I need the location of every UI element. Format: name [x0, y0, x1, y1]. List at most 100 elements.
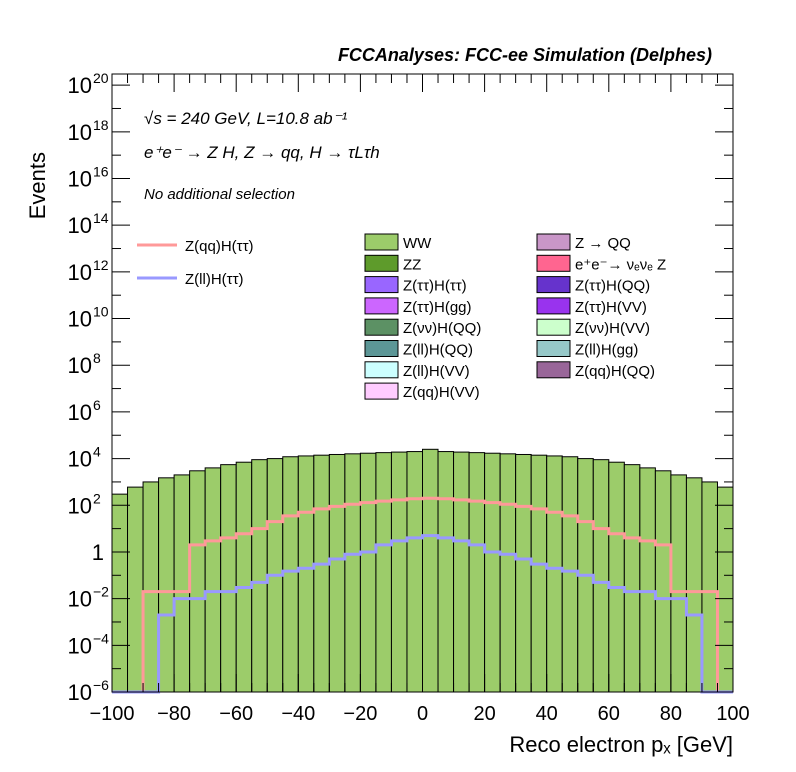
legend-label: Z(qq)H(ττ) — [185, 238, 254, 255]
y-tick-exponent: 20 — [93, 70, 109, 86]
signal-line — [112, 496, 733, 694]
y-tick-exponent: 14 — [93, 210, 109, 226]
y-tick-label: 10 — [68, 307, 92, 332]
stack-bar — [173, 474, 191, 693]
legend-label: WW — [403, 235, 432, 252]
y-tick-label: 10 — [68, 680, 92, 705]
y-tick-label: 10 — [68, 353, 92, 378]
stack-histogram — [111, 448, 734, 693]
legend-label: Z(qq)H(VV) — [403, 384, 480, 401]
stack-bar — [716, 486, 734, 693]
legend-label: Z(ττ)H(QQ) — [575, 278, 650, 295]
legend-label: Z(ll)H(ττ) — [185, 271, 244, 288]
stack-bar — [685, 477, 703, 693]
legend-label: e⁺e⁻→ νₑνₑ Z — [575, 256, 666, 273]
x-tick-label: 20 — [473, 703, 495, 725]
stack-bar — [111, 493, 129, 693]
legend-swatch — [364, 297, 399, 315]
stack-bar — [453, 451, 470, 693]
stack-bar — [282, 456, 299, 693]
x-axis: −100 −80 −60 −40 −20 0 20 40 60 80 100 — [89, 74, 750, 725]
y-tick-exponent: −4 — [93, 630, 109, 646]
stack-bar — [530, 454, 548, 693]
y-tick-label: 10 — [68, 120, 92, 145]
stack-bar — [592, 459, 610, 693]
legend-swatch — [536, 254, 571, 272]
stack-bar — [639, 467, 656, 693]
stack-bar — [437, 451, 455, 693]
y-tick-exponent: 6 — [93, 397, 101, 413]
legend-swatch — [536, 276, 571, 294]
stack-bar — [608, 461, 625, 693]
stack-bar — [328, 453, 346, 693]
y-tick-label: 10 — [68, 260, 92, 285]
y-tick-exponent: 10 — [93, 304, 109, 320]
stack-bar — [390, 451, 408, 693]
legend-swatch — [364, 254, 399, 272]
y-tick-label: 10 — [68, 493, 92, 518]
stack-bar — [654, 470, 672, 693]
y-tick-exponent: −6 — [93, 677, 109, 693]
legend-label: Z(νν)H(VV) — [575, 320, 650, 337]
stack-bar — [204, 467, 222, 693]
stack-bar — [406, 451, 424, 693]
process-annotation: e⁺e⁻ → Z H, Z → qq, H → τLτh — [144, 143, 380, 162]
y-axis-label: Events — [25, 152, 50, 219]
stack-bar — [468, 452, 486, 693]
y-tick-exponent: 18 — [93, 117, 109, 133]
legend: Z(qq)H(ττ) Z(ll)H(ττ) WW Z → QQ ZZ e⁺e⁻→ νₑνₑ… — [137, 233, 666, 401]
legend-swatch — [536, 361, 571, 379]
y-tick-label: 1 — [92, 540, 104, 565]
stack-bar — [484, 452, 501, 693]
legend-swatch — [364, 276, 399, 294]
legend-swatch — [536, 340, 571, 357]
x-tick-label: −20 — [343, 703, 377, 725]
legend-swatch — [536, 297, 571, 315]
legend-label: Z(ll)H(QQ) — [403, 342, 473, 359]
legend-label: Z(ll)H(gg) — [575, 342, 638, 359]
y-tick-label: 10 — [68, 587, 92, 612]
x-tick-label: 40 — [536, 703, 558, 725]
x-tick-label: −100 — [89, 703, 134, 725]
stack-bar — [546, 455, 563, 693]
signal-lines — [112, 496, 733, 694]
legend-label: Z(νν)H(QQ) — [403, 320, 481, 337]
legend-label: Z(ll)H(VV) — [403, 363, 470, 380]
stack-bar — [158, 477, 175, 693]
stack-bar — [375, 452, 392, 693]
legend-swatch — [364, 318, 399, 336]
stack-bar — [220, 464, 237, 693]
legend-swatch — [364, 382, 399, 400]
x-axis-label: Reco electron pₓ [GeV] — [509, 732, 733, 757]
legend-swatch — [364, 361, 399, 379]
y-tick-label: 10 — [68, 400, 92, 425]
y-tick-exponent: 16 — [93, 164, 109, 180]
y-tick-exponent: 4 — [93, 444, 101, 460]
stack-bar — [623, 464, 641, 693]
legend-label: Z → QQ — [575, 235, 631, 252]
stack-bar — [499, 453, 517, 693]
stack-bar — [359, 452, 377, 693]
energy-lumi-annotation: √s = 240 GeV, L=10.8 ab⁻¹ — [144, 109, 348, 128]
selection-annotation: No additional selection — [144, 186, 295, 203]
stack-bar — [670, 474, 687, 693]
y-tick-label: 10 — [68, 447, 92, 472]
stack-bar — [561, 456, 579, 693]
stack-bar — [235, 461, 253, 693]
legend-label: ZZ — [403, 256, 421, 273]
x-tick-label: 80 — [660, 703, 682, 725]
legend-label: Z(ττ)H(VV) — [575, 299, 647, 316]
stack-bar — [127, 486, 144, 693]
y-tick-exponent: 12 — [93, 257, 109, 273]
stack-bar — [189, 470, 206, 693]
legend-label: Z(ττ)H(gg) — [403, 299, 472, 316]
legend-label: Z(ττ)H(ττ) — [403, 278, 467, 295]
stack-bar — [515, 453, 532, 693]
y-tick-label: 10 — [68, 73, 92, 98]
signal-line — [112, 534, 733, 694]
x-tick-label: 100 — [716, 703, 749, 725]
stack-bar — [251, 459, 268, 693]
x-tick-label: 0 — [417, 703, 428, 725]
legend-swatch — [364, 340, 399, 357]
